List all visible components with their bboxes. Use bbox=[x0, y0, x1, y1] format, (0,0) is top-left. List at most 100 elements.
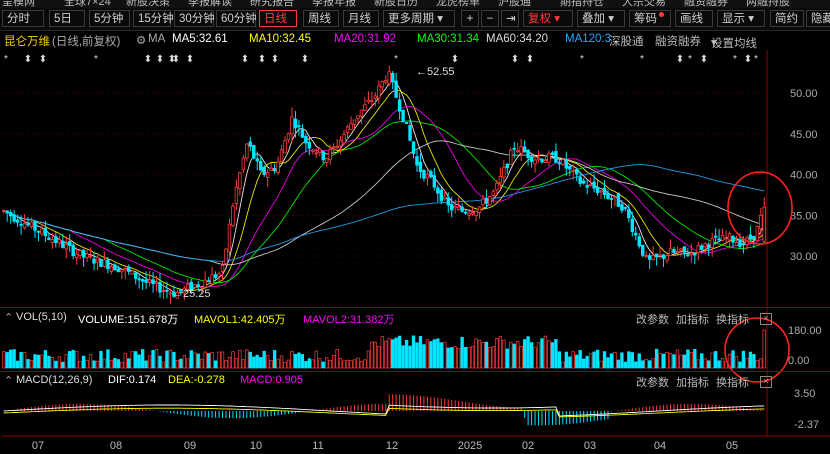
macd-params-button[interactable]: 改参数 bbox=[636, 377, 669, 389]
volume-bar bbox=[693, 348, 697, 369]
vol-add-indicator-button[interactable]: 加指标 bbox=[676, 314, 709, 326]
top-menu-item[interactable]: 全球7×24 bbox=[64, 0, 111, 8]
candle-body bbox=[231, 205, 235, 227]
hide-button[interactable]: 隐藏 bbox=[806, 10, 830, 27]
volume-bar bbox=[713, 351, 718, 369]
volume-bar bbox=[554, 339, 558, 369]
top-menu-item[interactable]: 季报解读 bbox=[188, 0, 232, 8]
volume-bar bbox=[741, 350, 746, 369]
macd-switch-indicator-button[interactable]: 换指标 bbox=[716, 377, 749, 389]
candle-body bbox=[304, 136, 308, 144]
top-menu-item[interactable]: 呈模网 bbox=[2, 0, 35, 8]
volume-bar bbox=[543, 335, 548, 369]
event-marker-icon: ⬍ bbox=[241, 54, 249, 65]
chart-mode: (日线,前复权) bbox=[52, 36, 121, 48]
volume-bar bbox=[220, 351, 225, 369]
volume-bar bbox=[241, 359, 246, 369]
volume-bar bbox=[342, 360, 346, 369]
top-menu-item[interactable]: 新股日历 bbox=[374, 0, 418, 8]
close-macd-panel-icon[interactable]: × bbox=[760, 376, 772, 388]
top-menu-item[interactable]: 沪股通 bbox=[498, 0, 531, 8]
chevron-up-icon[interactable]: ⌃ bbox=[4, 312, 14, 324]
gear-icon[interactable]: ⚙ bbox=[136, 35, 147, 47]
candle-body bbox=[106, 259, 110, 269]
volume-bar bbox=[516, 340, 520, 369]
volume-bar bbox=[377, 345, 381, 369]
candle-body bbox=[557, 162, 562, 165]
candle-body bbox=[640, 244, 645, 256]
candle-body bbox=[19, 223, 23, 226]
top-menu-item[interactable]: 融资融券 bbox=[684, 0, 728, 8]
zoom-in-button[interactable]: + bbox=[461, 10, 479, 27]
event-marker-icon: * bbox=[688, 54, 692, 65]
volume-bar bbox=[477, 339, 482, 369]
close-vol-panel-icon[interactable]: × bbox=[760, 313, 772, 325]
volume-bar bbox=[620, 352, 624, 369]
volume-bar bbox=[140, 349, 145, 369]
top-menu-item[interactable]: 龙虎榜单 bbox=[436, 0, 480, 8]
candle-body bbox=[245, 143, 249, 159]
tab-margin[interactable]: 融资融券 bbox=[655, 36, 701, 48]
volume-bar bbox=[130, 351, 134, 369]
candle-body bbox=[22, 222, 27, 229]
candle-body bbox=[33, 221, 37, 231]
volume-bar bbox=[321, 361, 325, 369]
more-periods-dropdown[interactable]: 更多周期 ▾ bbox=[383, 10, 455, 27]
main-indicator-bar: 昆仑万维 (日线,前复权) ⚙ MA MA5:32.61 MA10:32.45 … bbox=[0, 31, 830, 50]
top-menu-item[interactable]: 大宗交易 bbox=[622, 0, 666, 8]
candle-body bbox=[85, 253, 89, 258]
candle-body bbox=[179, 288, 183, 292]
top-menu-item[interactable]: 季报年报 bbox=[312, 0, 356, 8]
top-menu-item[interactable]: 期指持仓 bbox=[560, 0, 604, 8]
candle-body bbox=[74, 253, 79, 258]
volume-bar bbox=[613, 352, 617, 369]
period-tab-30min[interactable]: 30分钟 bbox=[174, 10, 215, 27]
period-tab-daily[interactable]: 日线 bbox=[259, 10, 297, 27]
volume-bar bbox=[529, 342, 534, 369]
vol-params-button[interactable]: 改参数 bbox=[636, 314, 669, 326]
candle-body bbox=[394, 80, 398, 98]
ma-label: MA bbox=[148, 33, 166, 45]
volume-bar bbox=[182, 355, 186, 369]
chips-button[interactable]: 筹码 bbox=[629, 10, 671, 27]
candle-body bbox=[404, 122, 409, 124]
volume-bar bbox=[290, 350, 294, 369]
top-menu-item[interactable]: 新股决策 bbox=[126, 0, 170, 8]
chevron-up-icon[interactable]: ⌃ bbox=[4, 375, 14, 387]
volume-bar bbox=[748, 351, 753, 369]
candle-body bbox=[345, 126, 350, 133]
period-tab-weekly[interactable]: 周线 bbox=[303, 10, 339, 27]
draw-line-button[interactable]: 画线 bbox=[675, 10, 713, 27]
candle-body bbox=[613, 196, 617, 199]
volume-bar bbox=[575, 354, 579, 369]
simple-mode-button[interactable]: 简约 bbox=[770, 10, 804, 27]
fuquan-dropdown[interactable]: 复权 ▾ bbox=[523, 10, 573, 27]
period-tab-fenshi[interactable]: 分时 bbox=[2, 10, 44, 27]
period-tab-5day[interactable]: 5日 bbox=[49, 10, 85, 27]
display-dropdown[interactable]: 显示 ▾ bbox=[717, 10, 765, 27]
period-tab-60min[interactable]: 60分钟 bbox=[216, 10, 257, 27]
overlay-dropdown[interactable]: 叠加 ▾ bbox=[577, 10, 625, 27]
period-tab-5min[interactable]: 5分钟 bbox=[89, 10, 130, 27]
candle-body bbox=[377, 85, 381, 99]
candle-body bbox=[727, 233, 732, 241]
volume-bar bbox=[363, 359, 367, 369]
candle-body bbox=[328, 149, 332, 161]
volume-bar bbox=[682, 354, 687, 369]
top-menu-item[interactable]: 两融持股 bbox=[746, 0, 790, 8]
volume-bar bbox=[630, 352, 634, 369]
zoom-out-button[interactable]: − bbox=[481, 10, 499, 27]
period-tab-monthly[interactable]: 月线 bbox=[343, 10, 379, 27]
vol-switch-indicator-button[interactable]: 换指标 bbox=[716, 314, 749, 326]
event-marker-icon: ⬍ bbox=[676, 54, 684, 65]
candle-body bbox=[512, 147, 516, 150]
ma30-line bbox=[3, 120, 765, 283]
candle-body bbox=[425, 174, 430, 179]
tab-hk-connect[interactable]: 深股通 bbox=[609, 36, 644, 48]
volume-bar bbox=[641, 360, 645, 369]
expand-icon[interactable]: ⇥ bbox=[501, 10, 519, 27]
period-tab-15min[interactable]: 15分钟 bbox=[133, 10, 174, 27]
candle-body bbox=[5, 210, 9, 214]
top-menu-item[interactable]: 研究报告 bbox=[250, 0, 294, 8]
macd-add-indicator-button[interactable]: 加指标 bbox=[676, 377, 709, 389]
